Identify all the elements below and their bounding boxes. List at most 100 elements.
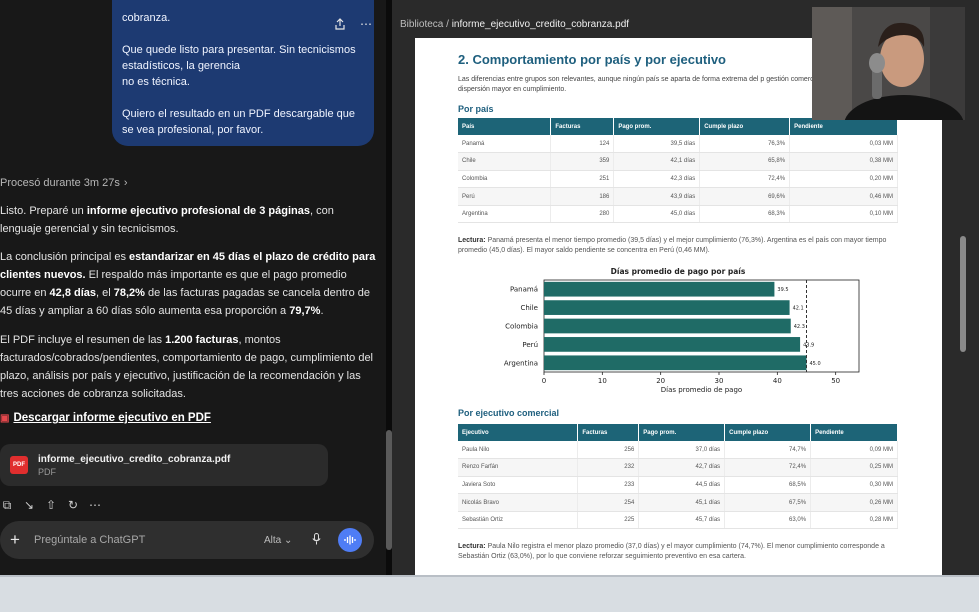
table-row: Panamá 124 39,5 días 76,3% 0,03 MM xyxy=(458,135,898,154)
section-intro: Las diferencias entre grupos son relevan… xyxy=(458,76,869,93)
table-cell: 232 xyxy=(577,458,640,477)
text-run: El PDF incluye el resumen de las xyxy=(0,334,166,346)
table-cell: 0,28 MM xyxy=(810,511,898,530)
chart-bar xyxy=(544,281,775,297)
table-cell: 0,46 MM xyxy=(789,187,898,206)
table-cell: 251 xyxy=(550,170,615,189)
microphone-icon[interactable] xyxy=(312,532,326,548)
chart-bar xyxy=(544,300,790,315)
table-cell: Colombia xyxy=(458,170,552,189)
table-header-cell: Pago prom. xyxy=(613,118,701,135)
more-options-icon[interactable]: ⋯ xyxy=(89,498,101,512)
table-cell: 74,7% xyxy=(724,441,812,460)
table-cell: 0,30 MM xyxy=(810,476,898,495)
table-header-cell: Pago prom. xyxy=(638,424,726,441)
chart-x-tick-label: 30 xyxy=(715,377,724,385)
regenerate-icon[interactable]: ↻ xyxy=(67,498,79,512)
bubble-line: cobranza. xyxy=(122,10,364,26)
table-cell: Perú xyxy=(458,187,552,206)
presenter-video xyxy=(812,7,965,120)
text-run: , con lenguaje gerencial y sin tecnicism… xyxy=(0,205,334,235)
voice-mode-button[interactable] xyxy=(338,528,362,552)
more-options-icon[interactable]: ⋯ xyxy=(360,17,372,31)
user-message-bubble: cobranza. Que quede listo para presentar… xyxy=(112,0,374,146)
chart-bar xyxy=(544,337,801,352)
table-cell: 280 xyxy=(550,205,615,224)
chart-x-tick-label: 20 xyxy=(656,377,665,385)
share-icon[interactable] xyxy=(332,16,348,32)
message-actions: ⧉ ↘ ⇧ ↻ ⋯ xyxy=(0,498,102,513)
share-icon[interactable]: ⇧ xyxy=(45,498,57,512)
chart-category-label: Panamá xyxy=(510,286,538,294)
chart-bar xyxy=(544,318,791,334)
chart-category-label: Chile xyxy=(520,304,538,312)
table-cell: 69,6% xyxy=(699,187,791,206)
chart-title: Días promedio de pago por país xyxy=(610,267,746,276)
thumbs-down-icon[interactable]: ↘ xyxy=(23,498,35,512)
bubble-text: se vea profesional, por favor. xyxy=(122,124,264,136)
table-row: Renzo Farfán 232 42,7 días 72,4% 0,25 MM xyxy=(458,458,898,477)
table-header-cell: Cumple plazo xyxy=(724,424,812,441)
table-row: Chile 359 42,1 días 65,8% 0,38 MM xyxy=(458,152,898,171)
bubble-text: no es técnica. xyxy=(122,76,190,88)
table-cell: 76,3% xyxy=(699,135,791,154)
table-cell: 0,26 MM xyxy=(810,493,898,512)
table-cell: 0,38 MM xyxy=(789,152,898,171)
plus-icon[interactable]: + xyxy=(10,530,20,549)
table-row: Colombia 251 42,3 días 72,4% 0,20 MM xyxy=(458,170,898,189)
file-info: informe_ejecutivo_credito_cobranza.pdf P… xyxy=(38,454,230,477)
breadcrumb-current-file: informe_ejecutivo_credito_cobranza.pdf xyxy=(451,19,630,30)
table-cell: 124 xyxy=(550,135,615,154)
table-header-cell: País xyxy=(458,118,552,135)
download-pdf-link[interactable]: ▣ Descargar informe ejecutivo en PDF xyxy=(0,412,211,424)
copy-icon[interactable]: ⧉ xyxy=(2,498,12,512)
pdf-page: 2. Comportamiento por país y por ejecuti… xyxy=(415,38,942,575)
table-header-cell: Facturas xyxy=(577,424,640,441)
table-cell: Sebastián Ortiz xyxy=(458,511,579,530)
chart-category-label: Colombia xyxy=(505,323,538,331)
table-cell: 65,8% xyxy=(699,152,791,171)
taskbar xyxy=(0,575,979,612)
table-cell: Argentina xyxy=(458,205,552,224)
chat-scrollbar[interactable] xyxy=(386,430,392,550)
table-cell: 359 xyxy=(550,152,615,171)
table-cell: 0,09 MM xyxy=(810,441,898,460)
text-run-bold: estandarizar en 45 días el plazo de créd… xyxy=(0,251,376,281)
table-cell: 0,10 MM xyxy=(789,205,898,224)
table-cell: 43,9 días xyxy=(613,187,701,206)
table-cell: 67,5% xyxy=(724,493,812,512)
table-cell: 37,0 días xyxy=(638,441,726,460)
thinking-status-label: Procesó durante 3m 27s xyxy=(0,177,120,189)
assistant-paragraph: El PDF incluye el resumen de las 1.200 f… xyxy=(0,331,376,403)
text-run: , montos facturados/cobrados/pendientes,… xyxy=(0,334,374,400)
assistant-paragraph: Listo. Preparé un informe ejecutivo prof… xyxy=(0,202,376,238)
bubble-text: estadísticos, la gerencia xyxy=(122,60,241,72)
pdf-file-icon: PDF xyxy=(10,456,28,474)
table-cell: 68,5% xyxy=(724,476,812,495)
thinking-status[interactable]: Procesó durante 3m 27s › xyxy=(0,174,376,192)
composer-input[interactable]: Pregúntale a ChatGPT xyxy=(34,534,146,546)
country-reading: Lectura: Panamá presenta el menor tiempo… xyxy=(458,236,898,256)
text-run-bold: 1.200 facturas xyxy=(165,334,239,346)
model-selector[interactable]: Alta ⌄ xyxy=(264,535,302,546)
preview-scrollbar[interactable] xyxy=(960,236,966,352)
table-cell: Chile xyxy=(458,152,552,171)
chart-x-tick-label: 40 xyxy=(773,377,782,385)
file-name: informe_ejecutivo_credito_cobranza.pdf xyxy=(38,453,231,465)
table-cell: 42,3 días xyxy=(613,170,701,189)
section-heading: 2. Comportamiento por país y por ejecuti… xyxy=(458,52,726,67)
table-header-cell: Ejecutivo xyxy=(458,424,579,441)
breadcrumb-library[interactable]: Biblioteca xyxy=(400,19,444,30)
chart-value-label: 43.9 xyxy=(803,342,814,348)
text-run-bold: 79,7% xyxy=(289,305,321,317)
chart-value-label: 42.3 xyxy=(794,324,805,330)
file-attachment-card[interactable]: PDF informe_ejecutivo_credito_cobranza.p… xyxy=(0,444,328,486)
bubble-actions: ⋯ xyxy=(332,16,374,32)
model-selector-label: Alta xyxy=(264,534,282,546)
chart-x-tick-label: 10 xyxy=(598,377,607,385)
chart-value-label: 45.0 xyxy=(810,361,821,367)
file-type: PDF xyxy=(38,466,56,477)
table-cell: Nicolás Bravo xyxy=(458,493,579,512)
table-cell: 39,5 días xyxy=(613,135,701,154)
table-row: Javiera Soto 233 44,5 días 68,5% 0,30 MM xyxy=(458,476,898,495)
